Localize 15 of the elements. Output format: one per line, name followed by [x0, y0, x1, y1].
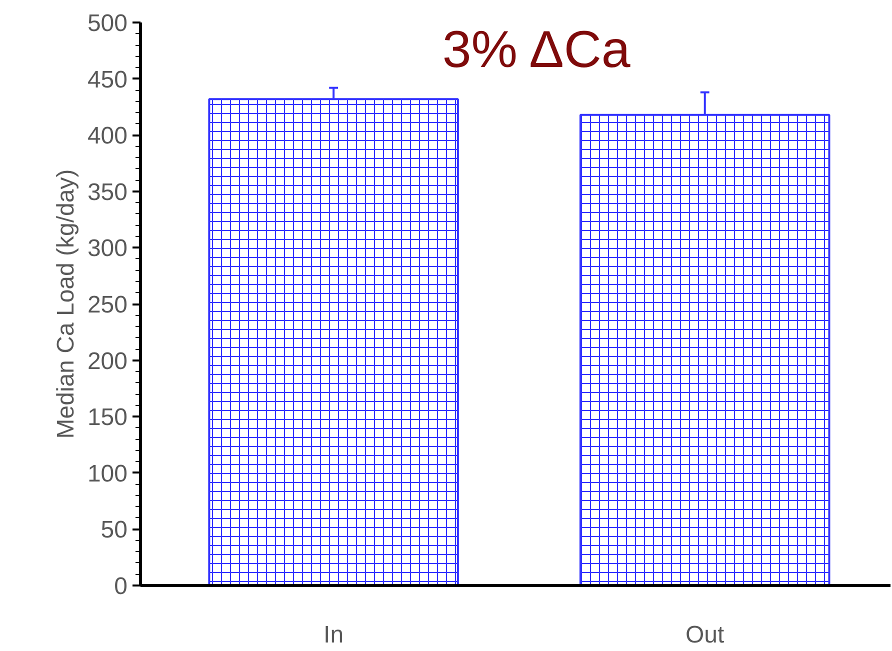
y-tick-label: 50: [100, 516, 128, 544]
y-tick-label: 300: [87, 235, 128, 262]
chart-title: 3% ΔCa: [442, 20, 630, 79]
y-tick-label: 500: [87, 10, 128, 37]
y-tick-label: 150: [87, 404, 128, 432]
y-tick-label: 100: [87, 460, 128, 488]
y-axis-title: Median Ca Load (kg/day): [52, 169, 80, 439]
y-tick-label: 400: [87, 122, 128, 150]
y-tick-label: 250: [87, 292, 128, 318]
x-tick-label: Out: [686, 622, 725, 648]
y-tick-label: 450: [87, 66, 128, 94]
x-tick-label: In: [324, 622, 344, 648]
y-tick-label: 0: [114, 573, 128, 600]
y-tick-label: 200: [87, 348, 128, 375]
y-tick-label: 350: [87, 178, 128, 206]
